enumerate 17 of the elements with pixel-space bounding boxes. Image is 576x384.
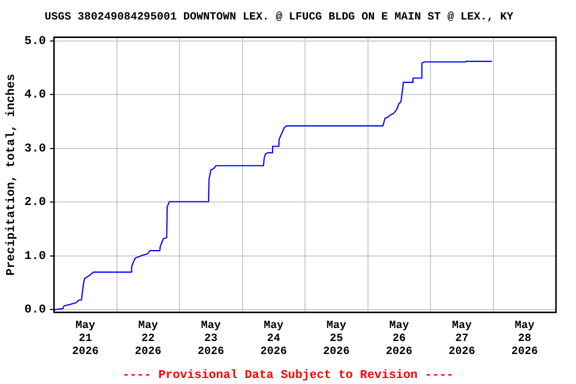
y-tick-label: 3.0: [24, 141, 46, 156]
y-tick-label: 4.0: [24, 88, 46, 102]
x-tick-label: May 26 2026: [386, 320, 412, 358]
y-tick-label: 5.0: [24, 34, 46, 48]
chart-title: USGS 380249084295001 DOWNTOWN LEX. @ LFUCG BLDG ON E MAIN ST @ LEX., KY: [44, 11, 514, 24]
y-tick-label: 2.0: [24, 195, 46, 210]
text: ---- Provisional Data Subject to Revision ----: [122, 368, 454, 382]
x-tick-label: May 21 2026: [72, 320, 99, 358]
x-tick-label: May 23 2026: [198, 320, 224, 358]
y-axis-title: Precipitation, total, inches: [4, 74, 18, 276]
y-tick-label: 0.0: [24, 302, 46, 317]
x-tick-label: May 25 2026: [323, 320, 350, 358]
y-tick-label: 1.0: [24, 248, 46, 263]
x-tick-label: May 24 2026: [260, 320, 287, 358]
x-tick-label: May 27 2026: [448, 320, 476, 358]
x-tick-label: May 28 2026: [511, 320, 538, 358]
x-tick-label: May 22 2026: [134, 320, 162, 358]
